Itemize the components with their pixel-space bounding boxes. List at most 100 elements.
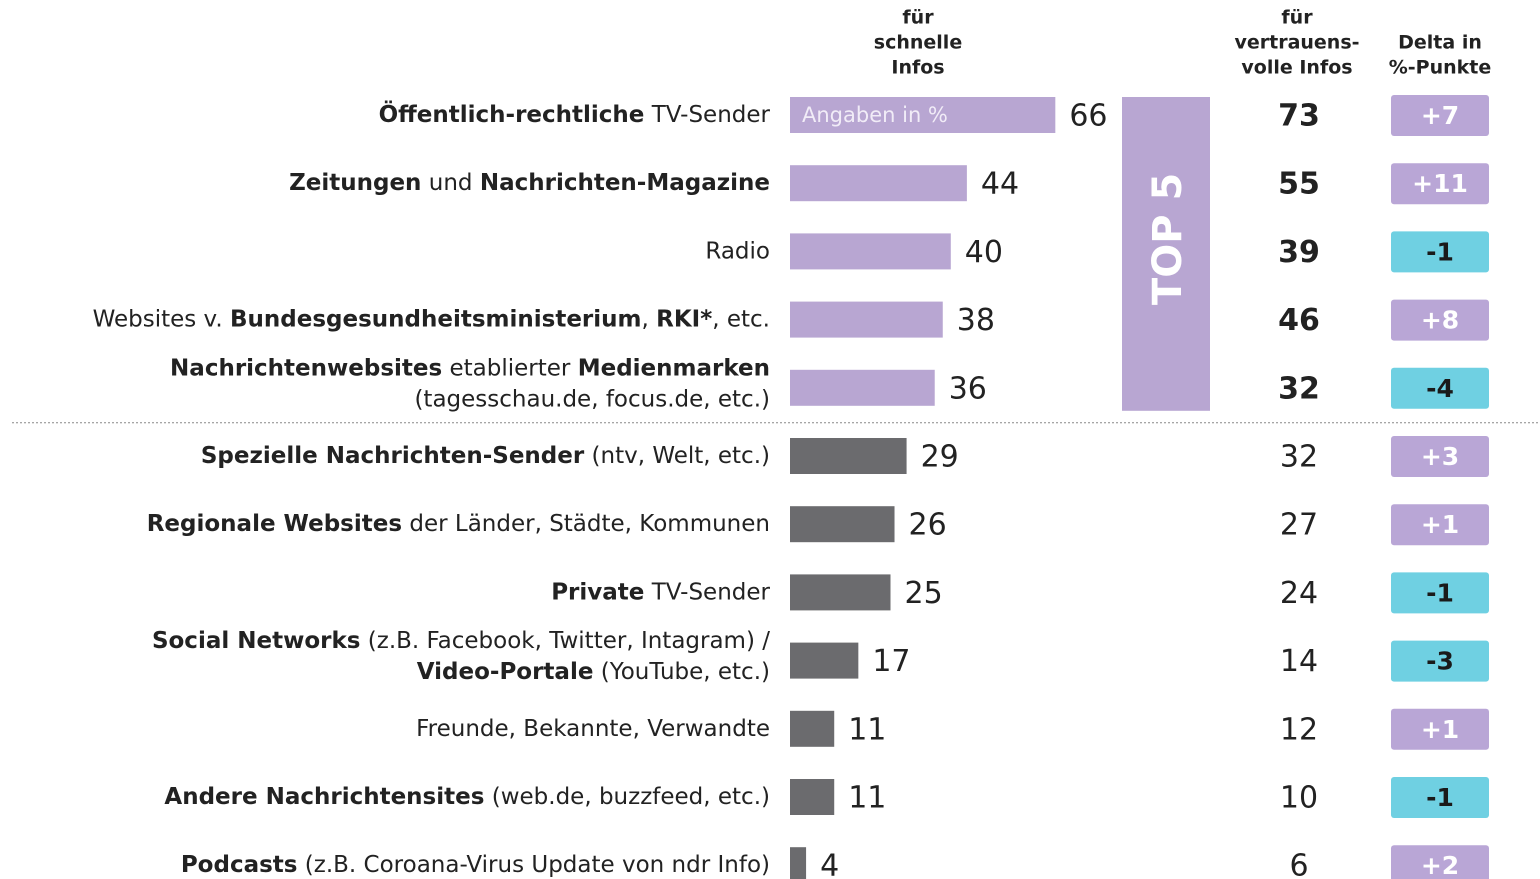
bar [790,642,859,679]
category-label: Podcasts (z.B. Coroana-Virus Update von … [181,852,770,878]
label-part: der Länder, Städte, Kommunen [402,511,770,537]
trusted-value: 10 [1280,781,1318,816]
label-part: TV-Sender [644,102,770,128]
delta-label: +8 [1421,306,1459,335]
delta-box [1391,163,1489,205]
value-label: 40 [965,235,1003,270]
category-label: Andere Nachrichtensites (web.de, buzzfee… [164,784,770,810]
trusted-value: 73 [1278,99,1320,134]
trusted-value: 14 [1280,644,1318,679]
label-part: (z.B. Coroana-Virus Update von ndr Info) [297,852,770,878]
trusted-value: 39 [1278,235,1320,270]
delta-label: +2 [1421,851,1459,879]
category-label: Regionale Websites der Länder, Städte, K… [147,511,770,537]
label-part: , [642,306,657,332]
delta-box [1391,708,1489,750]
value-label: 17 [872,644,910,679]
bar [790,779,835,815]
delta-label: +1 [1421,715,1459,744]
column-header: vertrauens- [1234,32,1359,54]
column-header: schnelle [874,32,962,54]
trusted-value: 24 [1280,576,1318,611]
delta-label: -1 [1426,578,1454,607]
value-label: 11 [848,712,886,747]
label-part: und [421,170,479,196]
delta-box [1391,299,1489,341]
label-part: RKI* [656,306,712,332]
trusted-value: 6 [1289,849,1308,879]
label-part: etablierter [442,355,578,381]
value-label: 26 [909,508,947,543]
bar [790,574,891,611]
label-part: Radio [705,238,770,264]
highlight-box [1122,97,1210,411]
delta-label: -1 [1426,237,1454,266]
label-part: (tagesschau.de, focus.de, etc.) [414,386,770,412]
highlight-label: TOP 5 [1145,173,1191,305]
delta-label: -3 [1426,647,1454,676]
label-part: Öffentlich-rechtliche [379,100,645,128]
value-label: 25 [905,576,943,611]
annotation: Angaben in % [802,103,948,127]
delta-box [1391,231,1489,273]
label-part: Spezielle Nachrichten-Sender [201,443,585,469]
bar [790,165,967,202]
bar [790,301,943,338]
delta-box [1391,367,1489,409]
category-label: Radio [705,238,770,264]
delta-box [1391,504,1489,546]
column-header: Infos [891,57,944,79]
category-label: Zeitungen und Nachrichten-Magazine [289,170,770,196]
label-part: Zeitungen [289,170,421,196]
delta-label: -1 [1426,783,1454,812]
value-label: 66 [1069,99,1107,134]
label-part: Bundesgesundheitsministerium [230,306,642,332]
label-part: (web.de, buzzfeed, etc.) [484,784,770,810]
label-part: Private [551,579,644,605]
delta-box [1391,777,1489,818]
trusted-value: 12 [1280,712,1318,747]
category-label: (tagesschau.de, focus.de, etc.) [414,386,770,412]
trusted-value: 32 [1280,440,1318,475]
category-label: Websites v. Bundesgesundheitsministerium… [93,306,770,332]
delta-label: +3 [1421,442,1459,471]
bar [790,710,835,747]
delta-box [1391,572,1489,614]
delta-box [1391,436,1489,477]
label-part: TV-Sender [644,579,770,605]
trusted-value: 55 [1278,167,1320,202]
delta-box [1391,845,1489,879]
label-part: Video-Portale [417,659,594,685]
label-part: Freunde, Bekannte, Verwandte [416,715,770,741]
label-part: Regionale Websites [147,511,402,537]
delta-label: +1 [1421,510,1459,539]
label-part: (ntv, Welt, etc.) [584,443,770,469]
label-part: Podcasts [181,852,298,878]
label-part: Andere Nachrichtensites [164,784,484,810]
bar [790,438,907,474]
delta-label: +7 [1421,101,1459,130]
bar [790,369,935,406]
label-part: Nachrichten-Magazine [480,170,770,196]
trusted-value: 32 [1278,371,1320,406]
value-label: 36 [949,371,987,406]
value-label: 4 [820,849,839,879]
trusted-value: 46 [1278,303,1320,338]
category-label: Spezielle Nachrichten-Sender (ntv, Welt,… [201,443,770,469]
category-label: Freunde, Bekannte, Verwandte [416,715,770,741]
delta-label: +11 [1412,169,1468,198]
column-header: für [1281,7,1313,29]
delta-box [1391,640,1489,682]
label-part: (z.B. Facebook, Twitter, Intagram) / [360,628,770,654]
bar [790,233,951,270]
category-label: Nachrichtenwebsites etablierter Medienma… [170,355,770,381]
label-part: Medienmarken [578,355,770,381]
label-part: Nachrichtenwebsites [170,355,442,381]
column-header: %-Punkte [1389,57,1492,79]
category-label: Private TV-Sender [551,579,770,605]
value-label: 11 [848,781,886,816]
trusted-value: 27 [1280,508,1318,543]
label-part: (YouTube, etc.) [593,659,770,685]
label-part: Social Networks [152,628,361,654]
